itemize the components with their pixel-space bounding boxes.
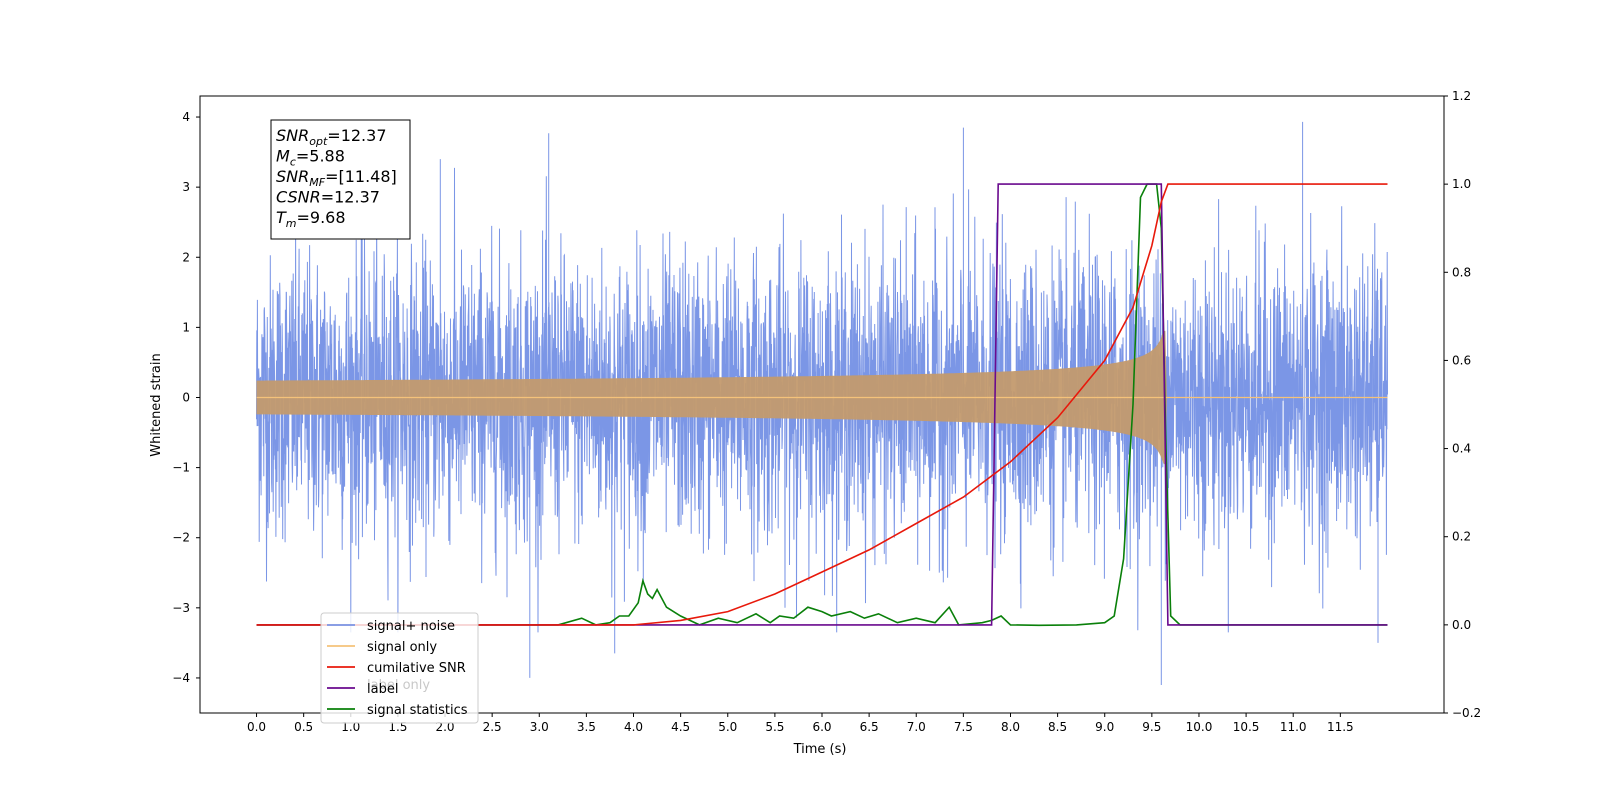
y-tick-label-left: 2 bbox=[182, 250, 190, 264]
x-tick-label: 4.5 bbox=[671, 720, 690, 734]
x-tick-label: 0.5 bbox=[294, 720, 313, 734]
legend-item-cumulative-snr: cumilative SNR bbox=[367, 661, 466, 676]
x-tick-label: 4.0 bbox=[624, 720, 643, 734]
x-tick-label: 8.0 bbox=[1001, 720, 1020, 734]
annotation-line: Tm=9.68 bbox=[276, 208, 346, 230]
legend: label only signal+ noise signal only cumila… bbox=[320, 612, 479, 724]
x-tick-label: 5.5 bbox=[765, 720, 784, 734]
x-tick-label: 8.5 bbox=[1048, 720, 1067, 734]
y-tick-label-right: 1.0 bbox=[1452, 177, 1471, 191]
annotation-frame bbox=[270, 119, 411, 240]
y-tick-label-left: 1 bbox=[182, 320, 190, 334]
x-axis-label: Time (s) bbox=[793, 742, 847, 757]
x-tick-layer: 0.0 0.5 1.0 1.5 2.0 2.5 3.0 3.5 4.0 4.5 5.0 5.5 6.0 6… bbox=[247, 713, 1354, 734]
legend-item-signal-noise: signal+ noise bbox=[367, 619, 455, 634]
y-tick-label-left: −3 bbox=[172, 601, 190, 615]
y-axis-label-left: Whitened strain bbox=[149, 353, 164, 456]
legend-item-label: label bbox=[367, 682, 398, 697]
series-label bbox=[256, 183, 1388, 626]
x-tick-label: 11.5 bbox=[1327, 720, 1354, 734]
x-tick-label: 10.5 bbox=[1233, 720, 1260, 734]
y-tick-label-right: 0.8 bbox=[1452, 265, 1471, 279]
x-tick-label: 2.5 bbox=[483, 720, 502, 734]
x-tick-label: 9.0 bbox=[1095, 720, 1114, 734]
y-tick-label-right: 1.2 bbox=[1452, 89, 1471, 103]
y-tick-label-right: 0.4 bbox=[1452, 442, 1471, 456]
series-cumulative-snr bbox=[256, 183, 1388, 626]
y-tick-label-left: 4 bbox=[182, 110, 190, 124]
x-tick-label: 5.0 bbox=[718, 720, 737, 734]
y-tick-label-right: 0.6 bbox=[1452, 353, 1471, 367]
series-signal-statistics bbox=[256, 183, 1388, 627]
annotation-line: SNRMF=[11.48] bbox=[276, 167, 397, 189]
y-tick-label-right: −0.2 bbox=[1452, 706, 1481, 720]
x-tick-label: 9.5 bbox=[1142, 720, 1161, 734]
y-tick-label-left: −1 bbox=[172, 461, 190, 475]
annotation-line: CSNR=12.37 bbox=[276, 188, 380, 207]
y-tick-label-left: −2 bbox=[172, 531, 190, 545]
x-tick-label: 7.0 bbox=[907, 720, 926, 734]
x-tick-label: 10.0 bbox=[1186, 720, 1213, 734]
legend-item-signal-only: signal only bbox=[367, 640, 437, 655]
y-tick-right-layer: 1.2 1.0 0.8 0.6 0.4 0.2 0.0 −0.2 bbox=[1444, 89, 1481, 720]
y-tick-label-right: 0.0 bbox=[1452, 618, 1471, 632]
annotation-line: Mc=5.88 bbox=[276, 147, 345, 169]
y-tick-left-layer: 4 3 2 1 0 −1 −2 −3 −4 bbox=[172, 110, 200, 685]
x-tick-label: 6.5 bbox=[860, 720, 879, 734]
x-tick-label: 3.5 bbox=[577, 720, 596, 734]
y-tick-label-right: 0.2 bbox=[1452, 530, 1471, 544]
legend-item-signal-statistics: signal statistics bbox=[367, 703, 468, 718]
series-layer bbox=[256, 121, 1388, 685]
y-tick-label-left: 0 bbox=[182, 390, 190, 404]
legend-frame bbox=[320, 612, 479, 724]
annotation-line: SNRopt=12.37 bbox=[276, 126, 387, 148]
legend-ghost-label-only: label only bbox=[367, 678, 430, 693]
y-tick-label-left: 3 bbox=[182, 180, 190, 194]
x-tick-label: 11.0 bbox=[1280, 720, 1307, 734]
x-tick-label: 7.5 bbox=[954, 720, 973, 734]
x-tick-label: 3.0 bbox=[530, 720, 549, 734]
annotation-box: SNRopt=12.37Mc=5.88SNRMF=[11.48]CSNR=12.… bbox=[270, 119, 411, 240]
y-tick-label-left: −4 bbox=[172, 671, 190, 685]
x-tick-label: 6.0 bbox=[812, 720, 831, 734]
x-tick-label: 0.0 bbox=[247, 720, 266, 734]
